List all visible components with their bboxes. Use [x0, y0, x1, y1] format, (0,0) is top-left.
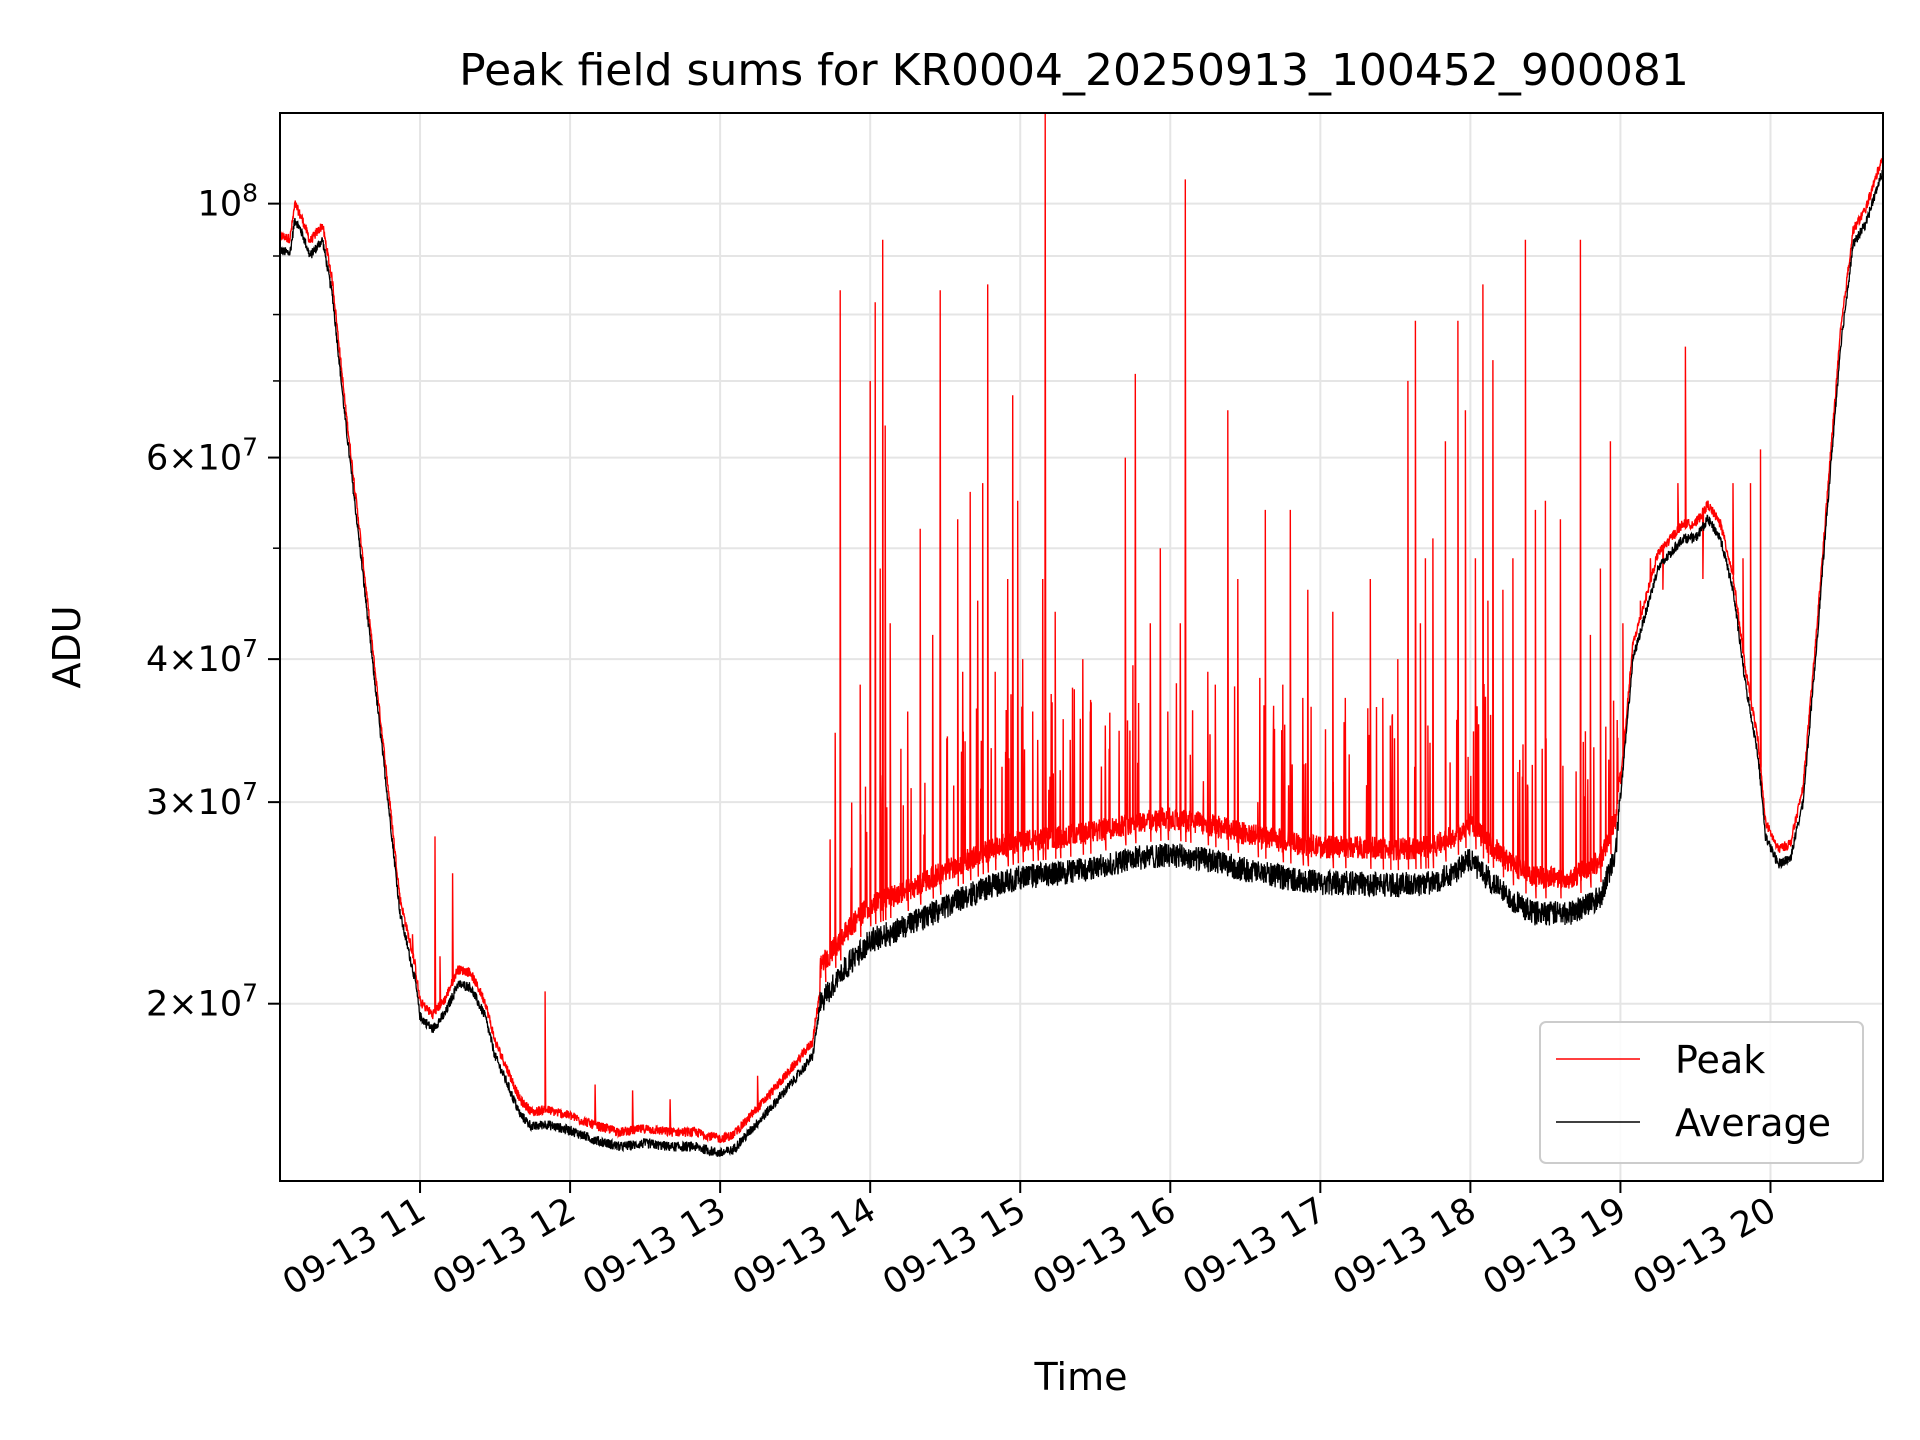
legend: Peak Average: [1540, 1022, 1863, 1163]
x-axis-label: Time: [1034, 1355, 1128, 1399]
legend-label-peak: Peak: [1675, 1038, 1765, 1082]
y-tick-label: 4×107: [146, 634, 258, 680]
y-tick-label: 3×107: [146, 777, 258, 823]
y-tick-label: 2×107: [146, 979, 258, 1025]
y-tick-label: 6×107: [146, 433, 258, 479]
chart-title: Peak field sums for KR0004_20250913_1004…: [459, 45, 1689, 96]
legend-label-average: Average: [1675, 1101, 1831, 1145]
y-axis-label: ADU: [45, 605, 89, 688]
